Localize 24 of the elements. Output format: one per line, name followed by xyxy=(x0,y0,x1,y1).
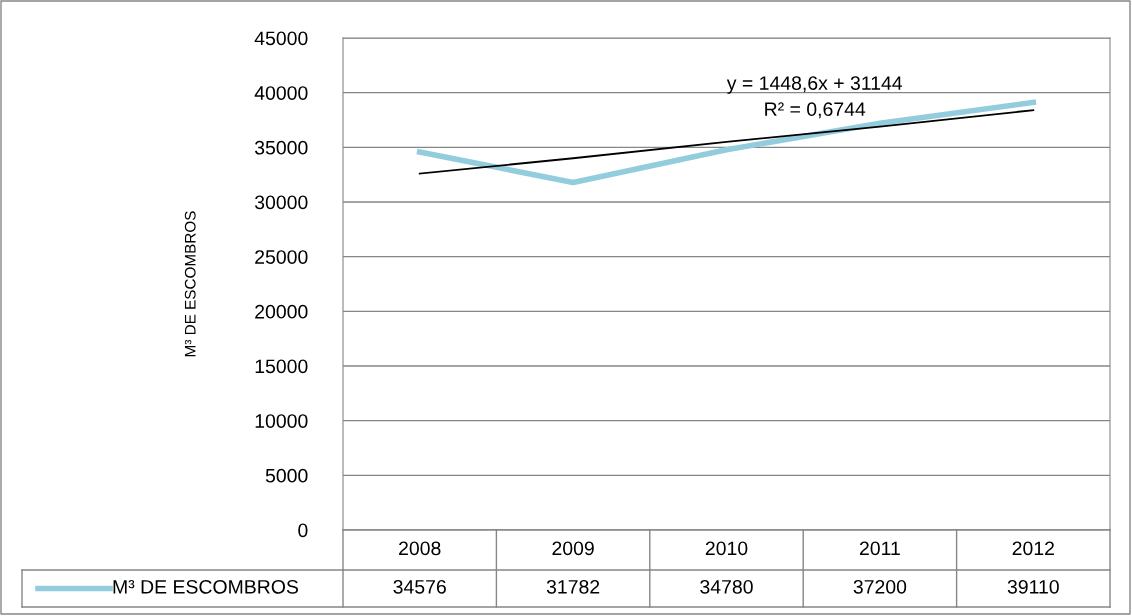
y-tick-label: 45000 xyxy=(254,31,308,46)
x-tick-label: 2011 xyxy=(859,541,900,556)
x-tick-label: 2010 xyxy=(705,541,748,556)
y-tick-label: 0 xyxy=(298,523,308,538)
legend-label: M³ DE ESCOMBROS xyxy=(113,579,298,594)
y-tick-label: 20000 xyxy=(255,304,308,319)
annotation: R² = 0,6744 xyxy=(765,102,866,119)
x-tick-label: 2008 xyxy=(399,541,441,556)
y-tick-label: 5000 xyxy=(265,468,308,483)
y-tick-label: 10000 xyxy=(255,414,308,428)
x-tick-label: 2012 xyxy=(1012,541,1054,556)
y-tick-label: 30000 xyxy=(254,195,308,210)
annotation: y = 1448,6x + 31144 xyxy=(726,76,903,94)
data-label: 37200 xyxy=(853,579,907,594)
y-axis-title: M³ DE ESCOMBROS xyxy=(184,211,196,357)
y-tick-label: 35000 xyxy=(254,140,308,155)
data-label: 34780 xyxy=(700,579,753,594)
y-tick-label: 15000 xyxy=(255,359,308,374)
y-tick-label: 25000 xyxy=(255,250,308,264)
data-label: 39110 xyxy=(1007,579,1059,594)
data-label: 34576 xyxy=(393,579,446,594)
x-tick-label: 2009 xyxy=(552,541,594,556)
data-label: 31782 xyxy=(546,579,600,594)
y-tick-label: 40000 xyxy=(254,86,308,100)
